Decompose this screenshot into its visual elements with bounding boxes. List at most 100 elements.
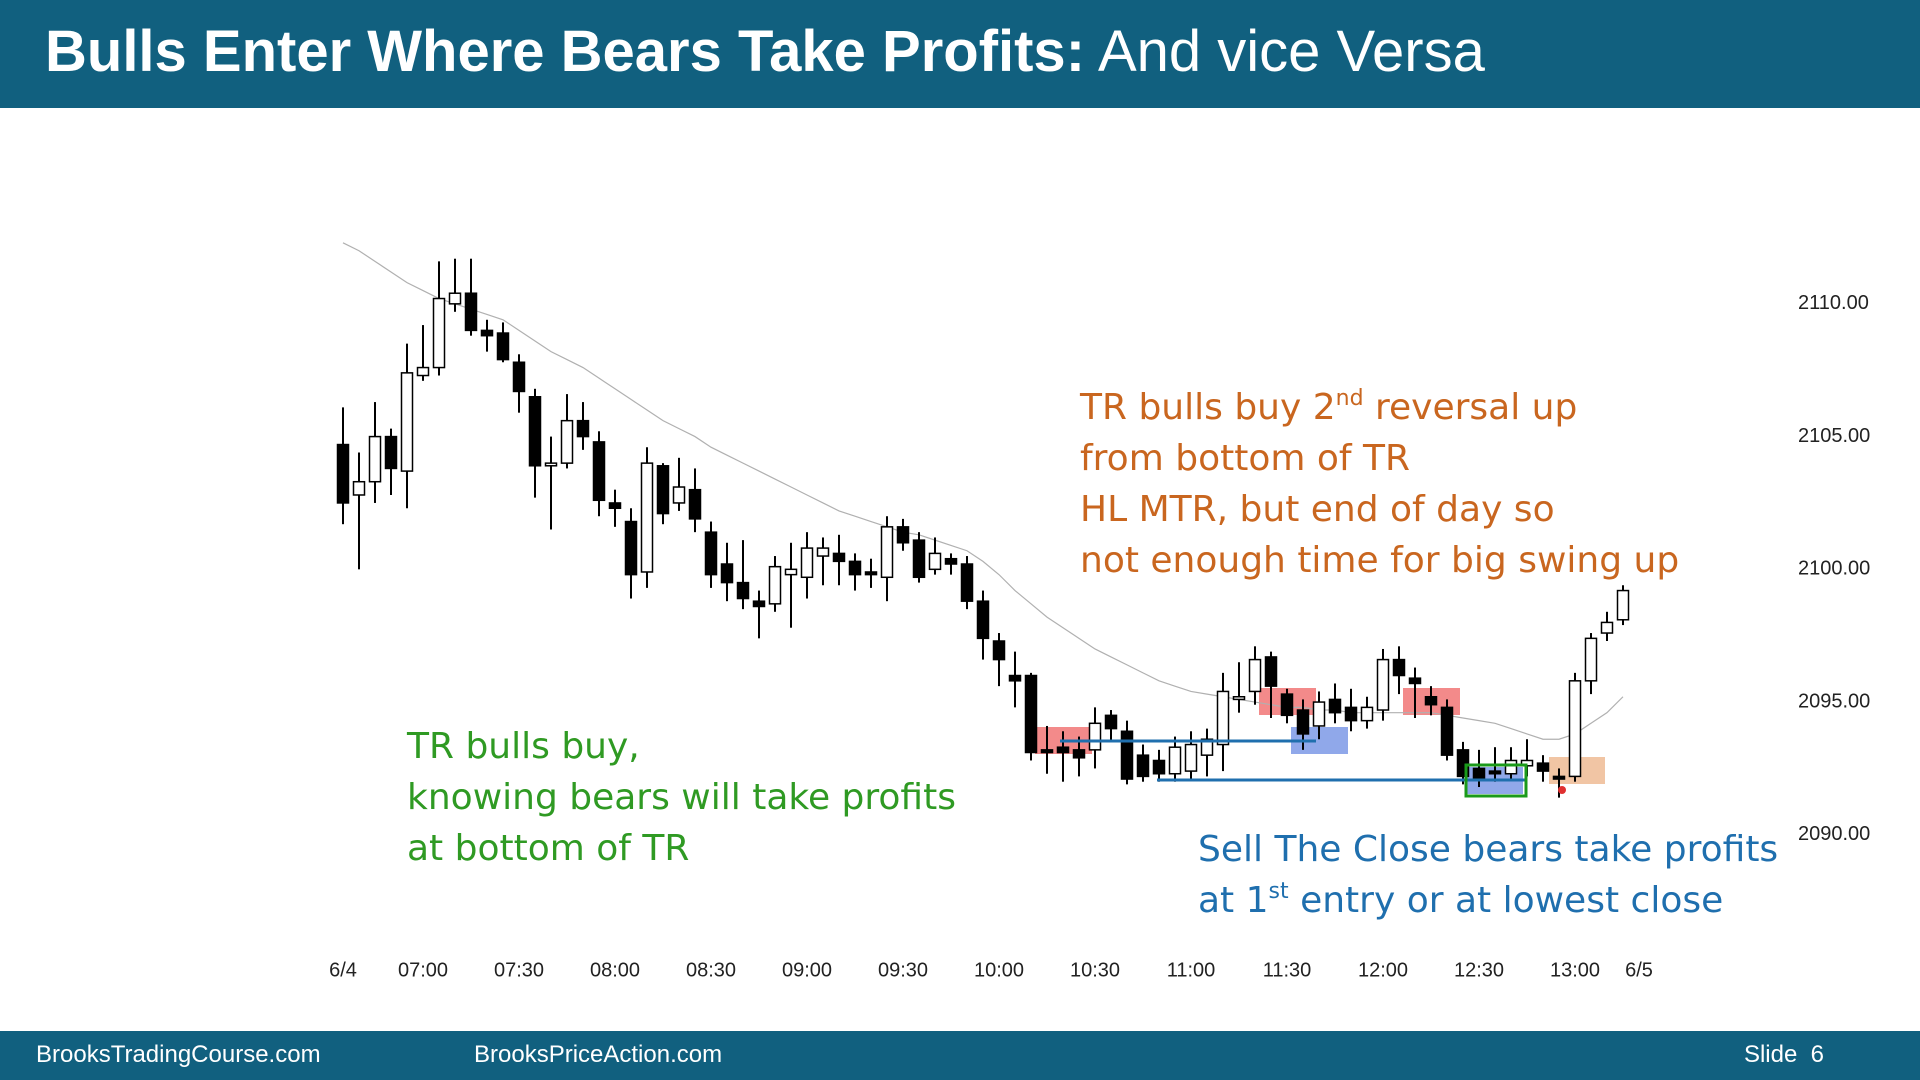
candle-body [592,441,606,502]
candle-body [1312,701,1326,727]
candle-body [688,488,702,520]
x-tick-label: 6/4 [329,959,357,981]
header: Bulls Enter Where Bears Take Profits: An… [0,0,1920,108]
candle-body [1504,759,1518,775]
annotation-line: at 1st entry or at lowest close [1198,875,1778,926]
annotation-text: entry or at lowest close [1288,880,1724,921]
title-bold: Bulls Enter Where Bears Take Profits: [45,19,1086,84]
candle-body [1104,714,1118,730]
candle-body [736,581,750,600]
candle-body [704,531,718,576]
candle-body [1344,706,1358,722]
candle-body [1024,674,1038,754]
candle-body [800,547,814,579]
title: Bulls Enter Where Bears Take Profits: An… [45,18,1485,85]
candle-body [864,571,878,576]
candle-body [1056,746,1070,754]
candle-body [960,563,974,602]
candle-body [1088,722,1102,751]
candle-body [560,419,574,464]
candle-body [1152,759,1166,775]
candle-body [1376,658,1390,711]
x-tick-label: 13:00 [1550,959,1600,981]
candle-body [928,552,942,571]
candle-body [1616,589,1630,621]
candle-body [432,297,446,369]
candle-body [1488,770,1502,775]
candle-body [512,361,526,393]
candle-body [1296,709,1310,735]
candle-body [336,443,350,504]
candle-body [912,539,926,579]
candle-body [992,640,1006,661]
candle-body [848,560,862,576]
annotation: Sell The Close bears take profits at 1st … [1198,824,1778,926]
candle-body [1248,658,1262,693]
candle-body [944,557,958,565]
candle-body [1456,749,1470,778]
candle-body [1184,743,1198,772]
footer-left: BrooksTradingCourse.com [36,1041,321,1068]
candle-body [1136,754,1150,778]
candle-body [1328,698,1342,714]
candle-body [1168,746,1182,775]
annotation-line: not enough time for big swing up [1080,540,1680,581]
candle-body [976,600,990,640]
footer: BrooksTradingCourse.com BrooksPriceActio… [0,1031,1920,1080]
candle-body [1408,677,1422,685]
title-rest: And vice Versa [1097,19,1485,84]
candle-body [464,292,478,332]
annotation: TR bulls buy, knowing bears will take pro… [407,721,956,874]
y-tick-label: 2105.00 [1798,425,1870,447]
x-tick-label: 09:30 [878,959,928,981]
candle-body [1280,693,1294,717]
candle-body [384,435,398,470]
candle-body [1072,749,1086,759]
candle-body [368,435,382,483]
annotation-line: at bottom of TR [407,828,690,869]
annotation-text: TR bulls buy 2 [1080,387,1336,428]
x-tick-label: 6/5 [1625,959,1653,981]
x-tick-label: 08:30 [686,959,736,981]
candle-body [1536,762,1550,772]
candle-body [1600,621,1614,634]
candle-body [528,396,542,467]
entry-box [1464,763,1528,798]
overlays [1060,739,1566,798]
annotation-line: knowing bears will take profits [407,777,956,818]
annotation-text: at 1 [1198,880,1269,921]
candle-body [672,486,686,504]
candle-body [832,552,846,563]
candle-body [752,600,766,608]
candle-body [1120,730,1134,780]
candle-body [1360,706,1374,722]
candle-body [1424,696,1438,706]
marker [1558,786,1566,794]
y-tick-label: 2110.00 [1798,292,1869,314]
x-tick-label: 10:30 [1070,959,1120,981]
annotation-line: from bottom of TR [1080,438,1411,479]
x-tick-label: 07:30 [494,959,544,981]
candle-body [1472,767,1486,780]
candle-body [784,568,798,576]
candle-body [352,480,366,496]
annotation: TR bulls buy 2nd reversal up from bottom … [1080,382,1679,586]
candle-body [640,462,654,573]
x-tick-label: 08:00 [590,959,640,981]
annotation-text: st [1268,879,1289,904]
candle-body [656,465,670,515]
candle-body [496,332,510,361]
candle-body [880,526,894,579]
x-tick-label: 07:00 [398,959,448,981]
x-tick-label: 11:00 [1167,959,1216,981]
candle-body [1392,658,1406,677]
candle-body [1568,680,1582,778]
candle-body [400,372,414,472]
candle-body [1584,637,1598,682]
y-tick-label: 2095.00 [1798,690,1870,712]
candle-body [544,462,558,467]
x-tick-label: 09:00 [782,959,832,981]
candle-body [1200,738,1214,756]
candle-body [816,547,830,557]
